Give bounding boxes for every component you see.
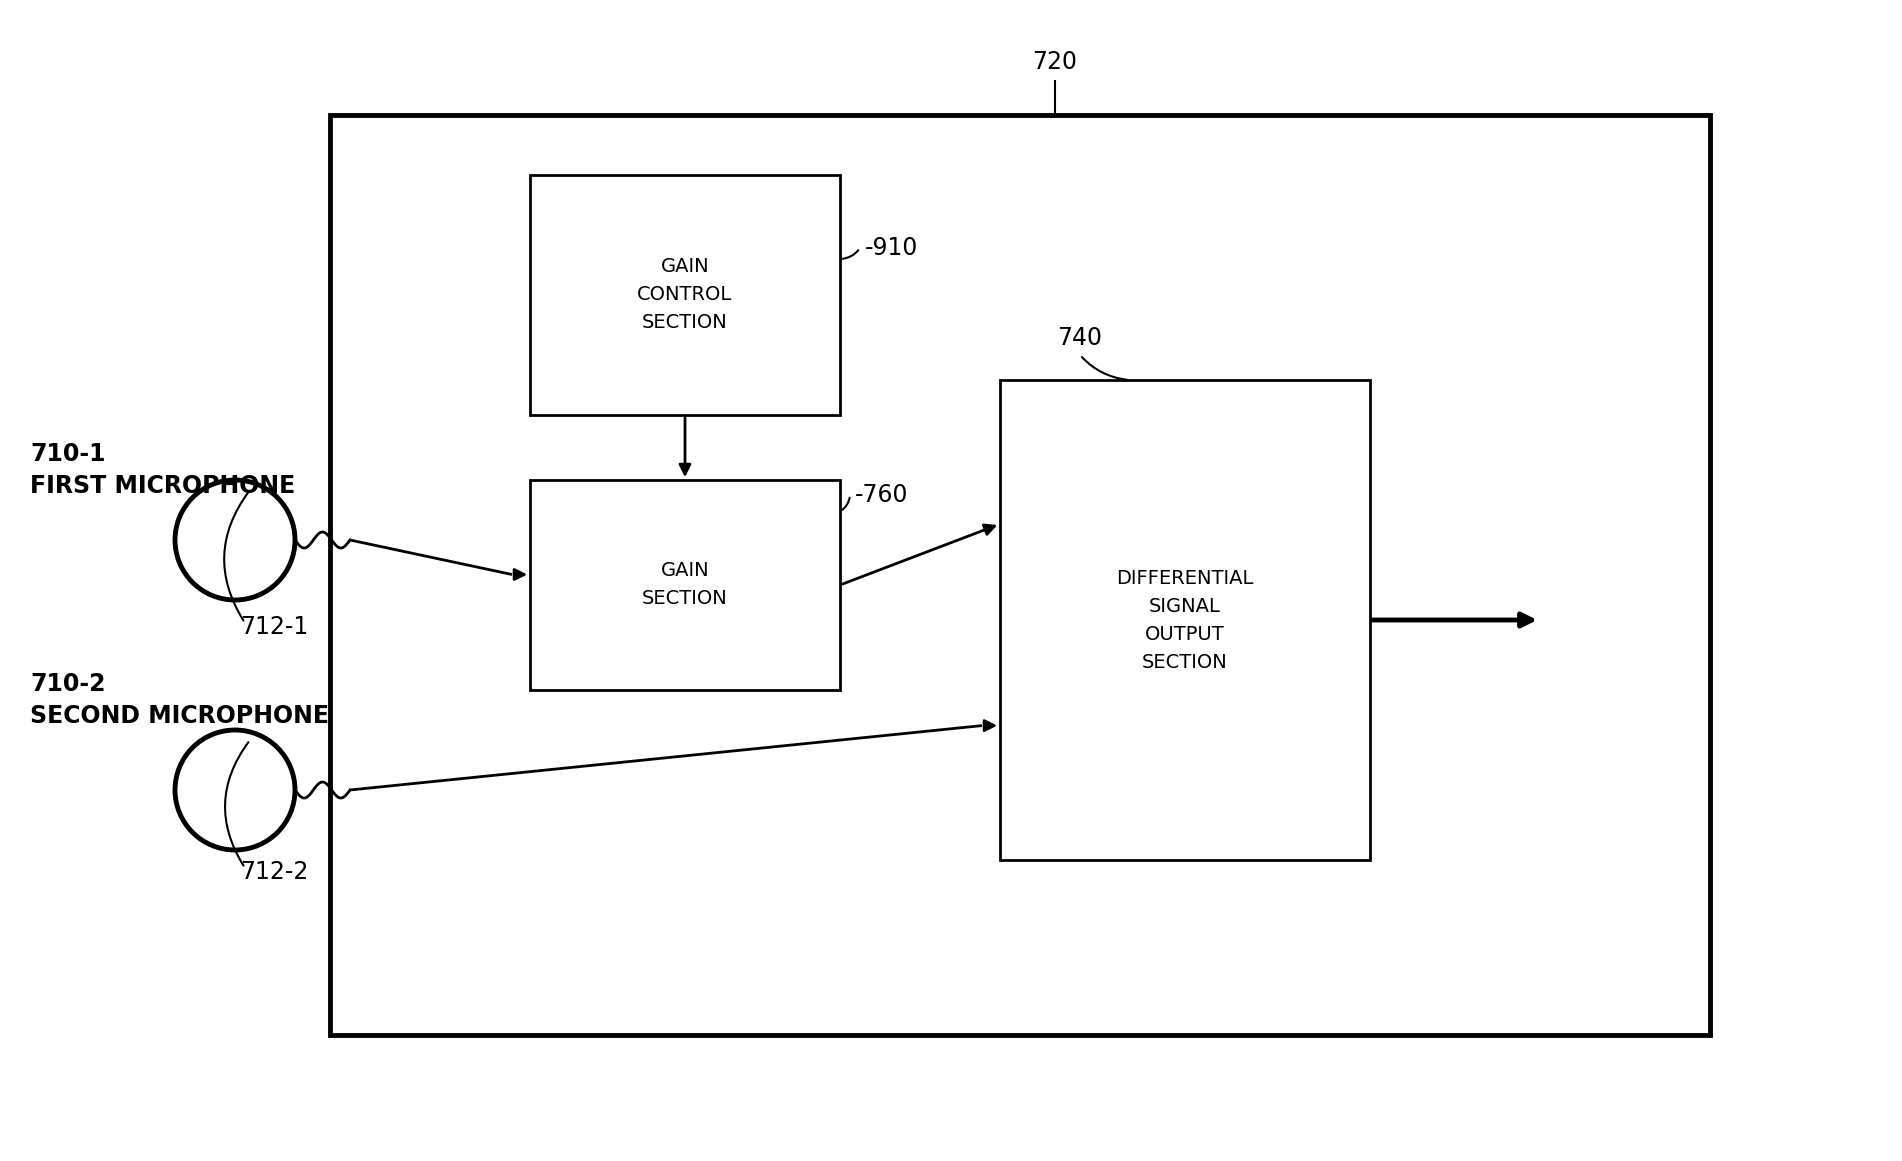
Text: 720: 720 bbox=[1033, 50, 1078, 74]
Bar bbox=[331, 115, 1710, 1034]
Text: 712-1: 712-1 bbox=[240, 615, 308, 639]
Text: DIFFERENTIAL
SIGNAL
OUTPUT
SECTION: DIFFERENTIAL SIGNAL OUTPUT SECTION bbox=[1116, 569, 1253, 671]
Text: -760: -760 bbox=[856, 483, 909, 507]
Text: GAIN
CONTROL
SECTION: GAIN CONTROL SECTION bbox=[637, 258, 732, 332]
Text: 710-1
FIRST MICROPHONE: 710-1 FIRST MICROPHONE bbox=[30, 442, 295, 498]
Text: 740: 740 bbox=[1058, 326, 1103, 349]
Text: -910: -910 bbox=[865, 236, 919, 260]
Text: 712-2: 712-2 bbox=[240, 860, 308, 884]
Bar bbox=[1000, 380, 1369, 860]
Bar bbox=[531, 175, 841, 414]
Text: GAIN
SECTION: GAIN SECTION bbox=[643, 562, 728, 608]
Text: 710-2
SECOND MICROPHONE: 710-2 SECOND MICROPHONE bbox=[30, 672, 329, 728]
Bar bbox=[531, 479, 841, 690]
